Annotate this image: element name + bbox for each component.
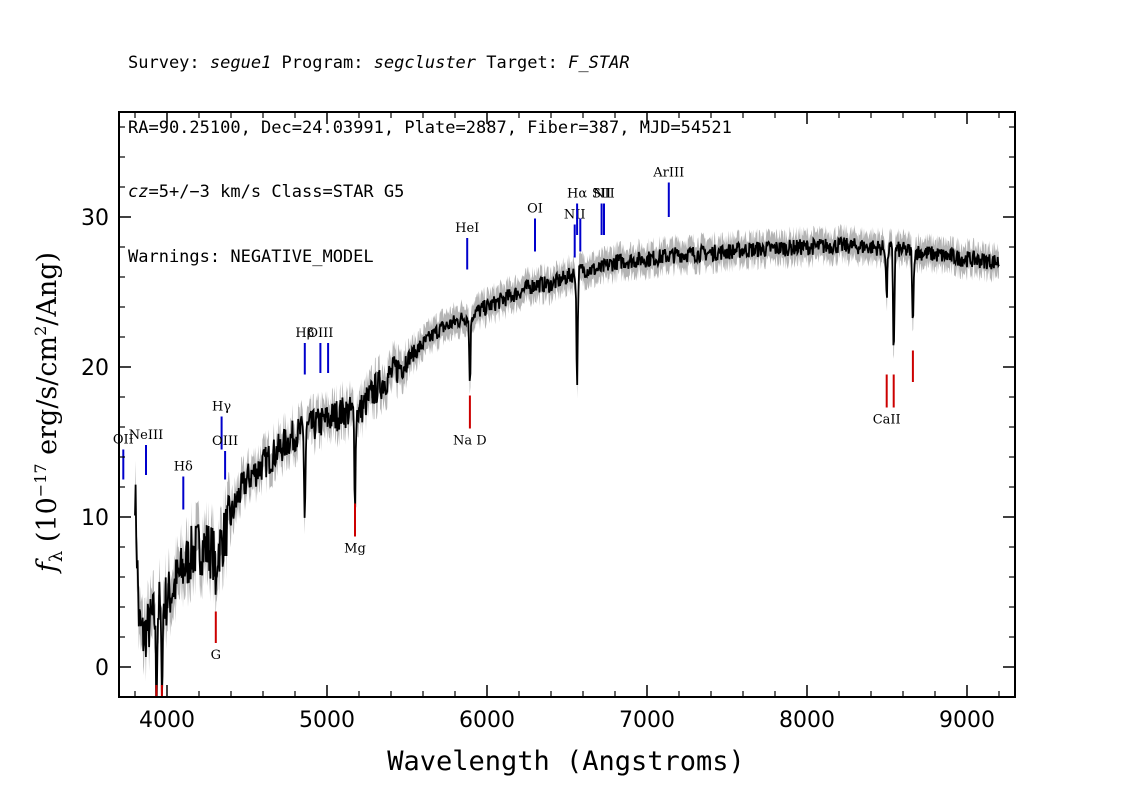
cz-rest: km/s Class=STAR G5 xyxy=(209,182,405,202)
error-band-layer xyxy=(135,224,999,696)
y-tick-label: 30 xyxy=(81,206,109,231)
error-band xyxy=(135,224,999,696)
flux-layer xyxy=(134,236,1000,697)
absorption-line-label: CaII xyxy=(873,413,901,428)
emission-line-label: SII xyxy=(592,187,611,202)
emission-line-label: OI xyxy=(527,202,543,217)
emission-line-label: OIII xyxy=(212,434,238,449)
survey-label: Survey: xyxy=(128,53,210,73)
ticks-layer: 4000 5000 6000 7000 8000 9000 0 10 20 30 xyxy=(81,112,1015,733)
emission-line-label: Hγ xyxy=(212,400,231,415)
header-line-warnings: Warnings: NEGATIVE_MODEL xyxy=(128,246,374,267)
absorption-line-label: Mg xyxy=(344,542,366,557)
program-value: segcluster xyxy=(373,53,477,73)
emission-line-label: ArIII xyxy=(652,166,684,181)
emission-line-label: Hδ xyxy=(174,460,193,475)
x-tick-label: 9000 xyxy=(939,708,995,733)
x-tick-label: 4000 xyxy=(139,708,195,733)
plot-frame xyxy=(118,111,1016,698)
spectrum-header: Survey: segue1 Program: segcluster Targe… xyxy=(128,10,732,290)
target-value: F_STAR xyxy=(568,53,630,73)
x-tick-label: 5000 xyxy=(299,708,355,733)
emission-line-label: HeI xyxy=(455,221,479,236)
emission-line-label: OIII xyxy=(307,326,333,341)
y-tick-label: 0 xyxy=(95,656,109,681)
x-tick-label: 6000 xyxy=(459,708,515,733)
y-tick-label: 10 xyxy=(81,506,109,531)
emission-line-label: NeIII xyxy=(129,428,163,443)
cz-label: cz xyxy=(128,182,149,202)
program-label: Program: xyxy=(271,53,374,73)
emission-line-label: NII xyxy=(593,187,615,202)
emission-line-label: NII xyxy=(564,208,586,223)
x-axis-label: Wavelength (Angstroms) xyxy=(387,746,745,777)
x-tick-label: 8000 xyxy=(779,708,835,733)
absorption-line-label: G xyxy=(211,648,221,663)
absorption-line-label: Na D xyxy=(453,434,487,449)
emission-line-label: Hβ xyxy=(295,326,314,341)
y-axis-label: fλ (10−17 erg/s/cm2/Ang) xyxy=(31,252,67,574)
y-tick-label: 20 xyxy=(81,356,109,381)
x-tick-label: 7000 xyxy=(619,708,675,733)
header-line-coords: RA=90.25100, Dec=24.03991, Plate=2887, F… xyxy=(128,117,732,138)
header-line-survey: Survey: segue1 Program: segcluster Targe… xyxy=(128,53,732,75)
header-line-redshift: cz=5+/−3 km/s Class=STAR G5 xyxy=(128,182,732,204)
survey-value: segue1 xyxy=(209,53,272,73)
emission-line-label: Hα xyxy=(567,187,587,202)
target-label: Target: xyxy=(476,53,569,73)
cz-value: =5+/−3 xyxy=(148,182,210,202)
flux-series-line xyxy=(134,236,1000,697)
